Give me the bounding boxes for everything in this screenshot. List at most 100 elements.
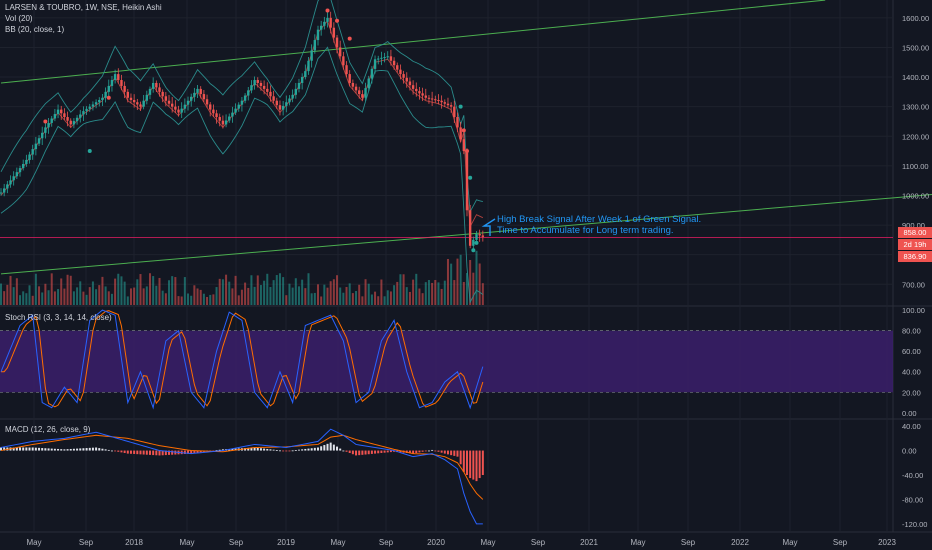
- macd-histogram-bar: [15, 447, 18, 451]
- volume-bar: [6, 284, 9, 305]
- volume-bar: [269, 287, 272, 305]
- volume-bar: [69, 275, 72, 305]
- volume-bar: [297, 286, 300, 305]
- volume-bar: [3, 291, 6, 305]
- candle-body: [307, 60, 310, 72]
- candle-body: [408, 81, 412, 86]
- macd-histogram-bar: [256, 447, 259, 451]
- macd-histogram-bar: [215, 450, 218, 451]
- volume-bar: [180, 296, 183, 305]
- macd-histogram-bar: [313, 447, 316, 451]
- time-tick-label: May: [330, 538, 345, 547]
- candle-body: [329, 17, 332, 28]
- macd-pane[interactable]: [0, 428, 484, 525]
- volume-bar: [389, 291, 392, 305]
- candle-body: [405, 77, 408, 82]
- macd-histogram-bar: [326, 443, 329, 451]
- volume-bar: [104, 286, 107, 305]
- signal-dot: [325, 8, 330, 13]
- macd-histogram-bar: [187, 450, 190, 454]
- candle-body: [63, 113, 66, 118]
- volume-bar: [418, 288, 421, 305]
- volume-bar: [107, 291, 110, 305]
- countdown-tag: 2d 19h: [898, 239, 932, 250]
- candle-body: [110, 80, 114, 86]
- macd-histogram-bar: [317, 447, 319, 451]
- volume-bar: [240, 289, 243, 305]
- candle-body: [449, 105, 453, 107]
- price-pane[interactable]: [0, 0, 932, 305]
- macd-histogram-bar: [370, 450, 373, 454]
- candle-body: [278, 105, 282, 110]
- volume-bar: [215, 287, 218, 305]
- volume-bar: [450, 263, 453, 305]
- volume-bar: [120, 276, 123, 305]
- volume-bar: [323, 284, 326, 305]
- volume-bar: [339, 287, 342, 305]
- macd-histogram-bar: [339, 448, 342, 451]
- macd-histogram-bar: [244, 448, 247, 451]
- macd-histogram-bar: [386, 450, 389, 453]
- macd-histogram-bar: [57, 448, 60, 451]
- candle-body: [142, 100, 145, 107]
- candle-body: [151, 82, 155, 89]
- macd-histogram-bar: [415, 450, 418, 453]
- volume-bar: [123, 281, 126, 305]
- volume-bar: [342, 292, 345, 305]
- stoch-indicator-label[interactable]: Stoch RSI (3, 3, 14, 14, close): [5, 313, 112, 322]
- time-tick-label: Sep: [379, 538, 394, 547]
- time-tick-label: 2022: [731, 538, 749, 547]
- macd-histogram-bar: [323, 445, 326, 451]
- vol-indicator-label[interactable]: Vol (20): [5, 14, 33, 23]
- candle-body: [34, 143, 38, 150]
- volume-bar: [25, 293, 28, 305]
- macd-histogram-bar: [53, 448, 56, 451]
- macd-histogram-bar: [38, 447, 41, 451]
- macd-histogram-bar: [446, 450, 449, 455]
- macd-histogram-bar: [0, 447, 2, 451]
- candle-body: [424, 95, 427, 98]
- time-tick-label: May: [630, 538, 645, 547]
- price-tick-label: 1100.00: [902, 162, 929, 171]
- price-tick-label: 1000.00: [902, 191, 929, 200]
- volume-bar: [345, 286, 348, 305]
- macd-histogram-bar: [145, 450, 148, 455]
- candle-body: [82, 111, 85, 115]
- stoch-rsi-pane[interactable]: [0, 309, 893, 410]
- time-tick-label: Sep: [229, 538, 244, 547]
- volume-bar: [190, 295, 193, 305]
- candle-body: [434, 99, 437, 101]
- volume-bar: [478, 263, 481, 305]
- price-tick-label: 1200.00: [902, 132, 929, 141]
- last-price-tag: 858.00: [898, 227, 932, 238]
- stoch-tick-label: 60.00: [902, 347, 921, 356]
- candle-body: [323, 21, 326, 26]
- volume-bar: [168, 280, 171, 305]
- bb-indicator-label[interactable]: BB (20, close, 1): [5, 25, 65, 34]
- candle-body: [392, 60, 396, 66]
- macd-histogram-bar: [437, 450, 440, 452]
- candle-body: [85, 108, 88, 112]
- volume-bar: [85, 294, 88, 305]
- volume-bar: [294, 278, 297, 305]
- candle-body: [478, 233, 481, 236]
- volume-bar: [88, 287, 91, 305]
- macd-indicator-label[interactable]: MACD (12, 26, close, 9): [5, 425, 91, 434]
- macd-histogram-bar: [282, 450, 285, 452]
- bb-upper-band: [0, 0, 483, 213]
- macd-histogram-bar: [269, 449, 272, 451]
- macd-histogram-bar: [19, 447, 22, 451]
- candle-body: [75, 117, 79, 122]
- volume-bar: [370, 294, 373, 305]
- macd-histogram-bar: [424, 450, 427, 452]
- candle-body: [437, 99, 440, 101]
- signal-dot: [347, 36, 352, 41]
- macd-histogram-bar: [304, 448, 307, 451]
- annotation-line-1[interactable]: High Break Signal After Week 1 of Green …: [497, 214, 702, 225]
- macd-histogram-bar: [129, 450, 132, 454]
- macd-histogram-bar: [348, 450, 351, 453]
- macd-histogram-bar: [91, 447, 94, 451]
- annotation-line-2[interactable]: Time to Accumulate for Long term trading…: [497, 225, 674, 236]
- volume-bar: [177, 296, 180, 305]
- macd-tick-label: 0.00: [902, 447, 917, 456]
